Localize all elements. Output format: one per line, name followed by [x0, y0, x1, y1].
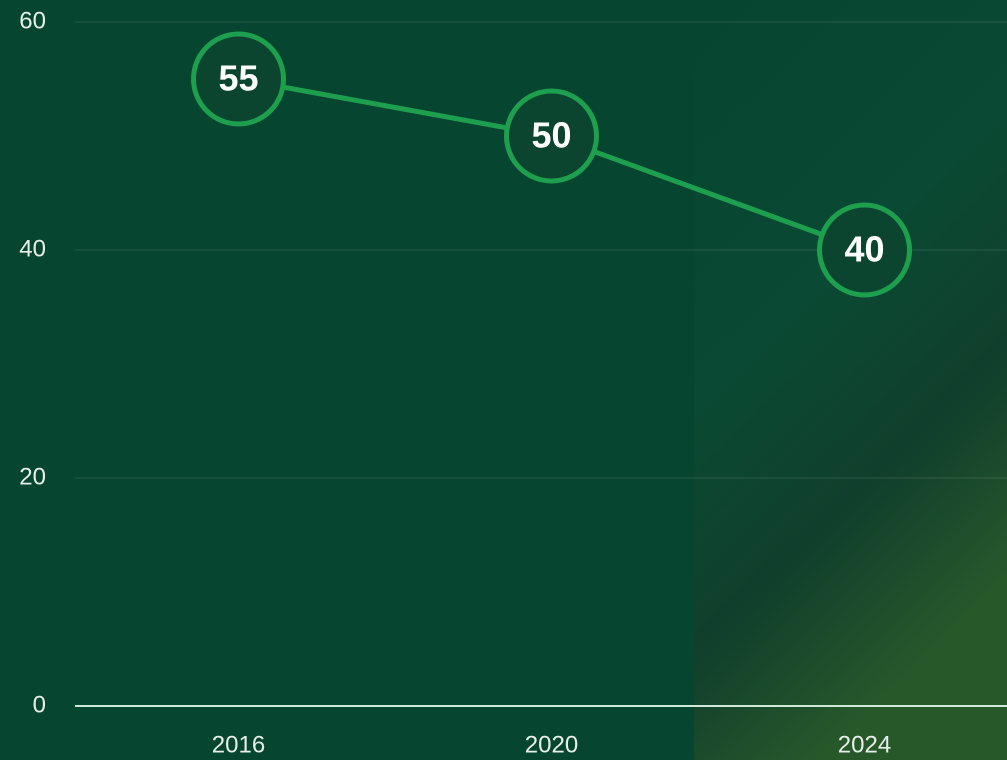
y-tick-label: 0 — [33, 691, 46, 718]
point — [191, 31, 286, 127]
data-label: 40 — [844, 229, 884, 270]
data-label: 55 — [218, 58, 258, 99]
data-label: 50 — [531, 115, 571, 156]
point — [817, 202, 912, 298]
point — [504, 88, 599, 184]
y-tick-label: 40 — [19, 235, 46, 262]
y-tick-label: 20 — [19, 463, 46, 490]
background-photo — [694, 0, 1007, 760]
y-tick-label: 60 — [19, 7, 46, 34]
x-tick-label: 2016 — [212, 731, 265, 758]
x-tick-label: 2020 — [525, 731, 578, 758]
x-tick-label: 2024 — [838, 731, 891, 758]
